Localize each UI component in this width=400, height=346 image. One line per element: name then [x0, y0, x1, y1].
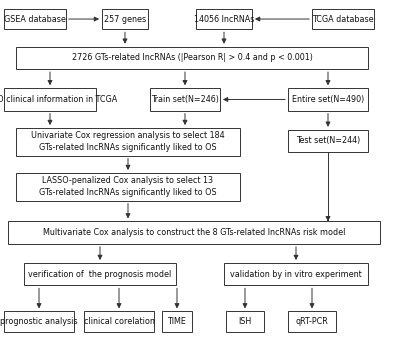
FancyBboxPatch shape — [102, 9, 148, 29]
FancyBboxPatch shape — [162, 311, 192, 332]
FancyBboxPatch shape — [8, 221, 380, 244]
Text: 257 genes: 257 genes — [104, 15, 146, 24]
Text: Test set(N=244): Test set(N=244) — [296, 136, 360, 146]
Text: validation by in vitro experiment: validation by in vitro experiment — [230, 270, 362, 279]
Text: 2726 GTs-related lncRNAs (|Pearson R| > 0.4 and p < 0.001): 2726 GTs-related lncRNAs (|Pearson R| > … — [72, 53, 312, 63]
FancyBboxPatch shape — [4, 311, 74, 332]
FancyBboxPatch shape — [288, 88, 368, 111]
Text: TIME: TIME — [168, 317, 186, 326]
Text: clinical corelation: clinical corelation — [84, 317, 154, 326]
FancyBboxPatch shape — [16, 47, 368, 69]
FancyBboxPatch shape — [288, 130, 368, 152]
FancyBboxPatch shape — [4, 88, 96, 111]
FancyBboxPatch shape — [196, 9, 252, 29]
FancyBboxPatch shape — [150, 88, 220, 111]
Text: Univariate Cox regression analysis to select 184
GTs-related lncRNAs significant: Univariate Cox regression analysis to se… — [31, 131, 225, 152]
FancyBboxPatch shape — [288, 311, 336, 332]
FancyBboxPatch shape — [16, 173, 240, 201]
Text: GSEA database: GSEA database — [4, 15, 66, 24]
Text: qRT-PCR: qRT-PCR — [296, 317, 328, 326]
Text: LUAD clinical information in TCGA: LUAD clinical information in TCGA — [0, 95, 118, 104]
FancyBboxPatch shape — [4, 9, 66, 29]
FancyBboxPatch shape — [24, 263, 176, 285]
Text: verification of  the prognosis model: verification of the prognosis model — [28, 270, 172, 279]
Text: 14056 lncRNAs: 14056 lncRNAs — [194, 15, 254, 24]
Text: Entire set(N=490): Entire set(N=490) — [292, 95, 364, 104]
Text: TCGA database: TCGA database — [312, 15, 374, 24]
Text: Multivariate Cox analysis to construct the 8 GTs-related lncRNAs risk model: Multivariate Cox analysis to construct t… — [43, 228, 345, 237]
FancyBboxPatch shape — [224, 263, 368, 285]
Text: ISH: ISH — [238, 317, 252, 326]
Text: LASSO-penalized Cox analysis to select 13
GTs-related lncRNAs significantly like: LASSO-penalized Cox analysis to select 1… — [39, 176, 217, 197]
FancyBboxPatch shape — [16, 128, 240, 156]
Text: Train set(N=246): Train set(N=246) — [151, 95, 219, 104]
FancyBboxPatch shape — [312, 9, 374, 29]
FancyBboxPatch shape — [84, 311, 154, 332]
Text: prognostic analysis: prognostic analysis — [0, 317, 78, 326]
FancyBboxPatch shape — [226, 311, 264, 332]
